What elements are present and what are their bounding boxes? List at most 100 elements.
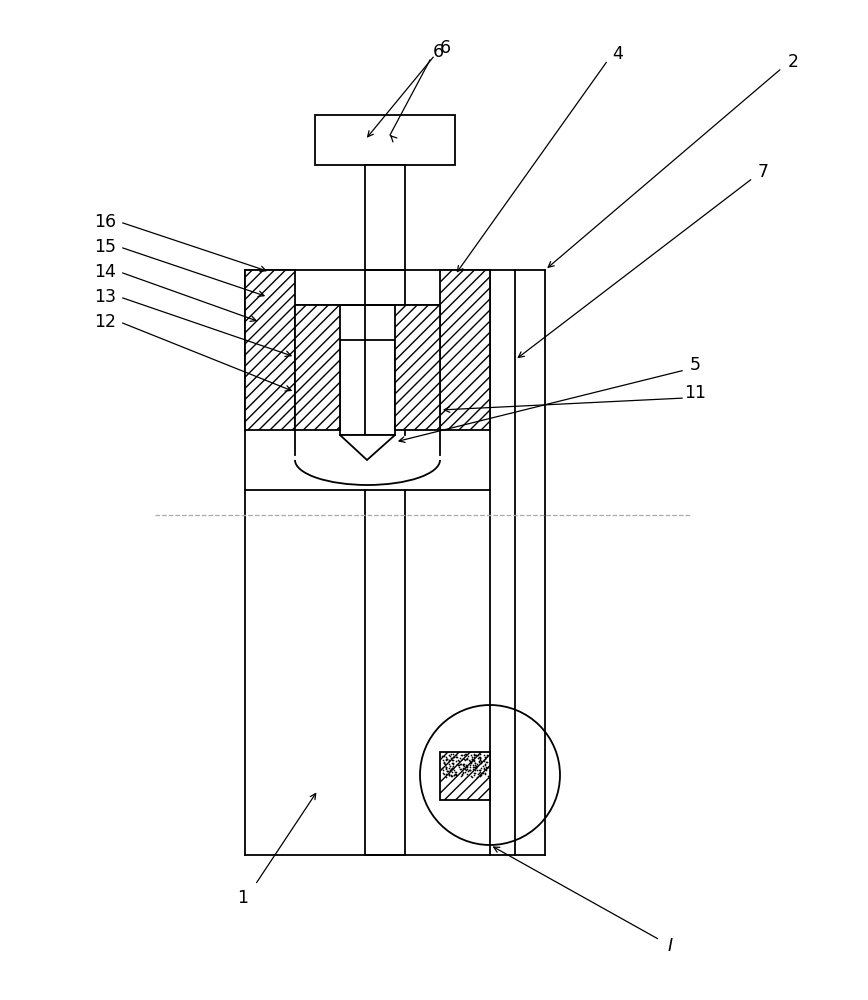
- Point: [477, 760, 491, 776]
- Point: [470, 762, 484, 778]
- Point: [478, 766, 492, 782]
- Point: [437, 752, 450, 768]
- Point: [473, 751, 487, 767]
- Point: [467, 753, 481, 769]
- Point: [456, 760, 470, 776]
- Point: [477, 749, 491, 765]
- Point: [477, 753, 490, 769]
- Point: [454, 761, 468, 777]
- Point: [455, 767, 469, 783]
- Point: [461, 766, 475, 782]
- Bar: [245, 270, 295, 430]
- Point: [468, 747, 482, 763]
- Point: [460, 750, 474, 766]
- Point: [445, 764, 459, 780]
- Point: [436, 762, 450, 778]
- Point: [446, 755, 460, 771]
- Point: [478, 756, 492, 772]
- Point: [458, 761, 472, 777]
- Point: [472, 765, 486, 781]
- Point: [459, 757, 473, 773]
- Point: [464, 747, 478, 763]
- Bar: [295, 305, 340, 430]
- Point: [466, 757, 480, 773]
- Point: [454, 747, 468, 763]
- Point: [459, 762, 473, 778]
- Point: [450, 749, 464, 765]
- Point: [466, 752, 480, 768]
- Point: [436, 765, 450, 781]
- Point: [467, 752, 481, 768]
- Point: [477, 758, 490, 774]
- Point: [467, 746, 481, 762]
- Point: [460, 759, 474, 775]
- Point: [442, 760, 456, 776]
- Point: [438, 751, 452, 767]
- Point: [443, 753, 457, 769]
- Text: 5: 5: [689, 356, 700, 374]
- Point: [481, 768, 495, 784]
- Point: [444, 752, 458, 768]
- Point: [464, 768, 477, 784]
- Point: [465, 769, 479, 785]
- Point: [464, 753, 477, 769]
- Point: [479, 762, 493, 778]
- Point: [465, 751, 479, 767]
- Point: [443, 758, 457, 774]
- Point: [438, 756, 452, 772]
- Point: [465, 751, 479, 767]
- Point: [457, 758, 470, 774]
- Point: [464, 759, 477, 775]
- Point: [469, 762, 483, 778]
- Point: [459, 759, 473, 775]
- Point: [474, 767, 488, 783]
- Point: [457, 757, 470, 773]
- Point: [452, 759, 466, 775]
- Point: [458, 752, 472, 768]
- Point: [468, 765, 482, 781]
- Bar: [365, 165, 405, 270]
- Point: [442, 767, 456, 783]
- Text: 14: 14: [94, 263, 116, 281]
- Point: [439, 752, 453, 768]
- Point: [446, 756, 460, 772]
- Point: [461, 748, 475, 764]
- Point: [446, 758, 460, 774]
- Point: [449, 753, 463, 769]
- Point: [480, 754, 494, 770]
- Point: [467, 759, 481, 775]
- Point: [464, 755, 478, 771]
- Point: [470, 769, 484, 785]
- Point: [479, 759, 493, 775]
- Point: [461, 763, 475, 779]
- Point: [476, 765, 490, 781]
- Point: [457, 765, 470, 781]
- Point: [443, 762, 457, 778]
- Point: [450, 747, 464, 763]
- Point: [470, 758, 483, 774]
- Point: [477, 747, 491, 763]
- Point: [463, 762, 477, 778]
- Point: [472, 753, 486, 769]
- Point: [457, 751, 470, 767]
- Point: [439, 759, 453, 775]
- Point: [473, 749, 487, 765]
- Bar: [440, 752, 490, 800]
- Point: [468, 759, 482, 775]
- Point: [440, 763, 454, 779]
- Point: [470, 756, 484, 772]
- Point: [474, 754, 488, 770]
- Point: [440, 751, 454, 767]
- Text: 1: 1: [238, 889, 248, 907]
- Point: [444, 746, 458, 762]
- Point: [480, 747, 494, 763]
- Point: [467, 749, 481, 765]
- Point: [471, 747, 485, 763]
- Point: [474, 753, 488, 769]
- Point: [450, 756, 464, 772]
- Point: [466, 759, 480, 775]
- Point: [470, 758, 483, 774]
- Point: [449, 766, 463, 782]
- Point: [459, 751, 473, 767]
- Point: [478, 754, 492, 770]
